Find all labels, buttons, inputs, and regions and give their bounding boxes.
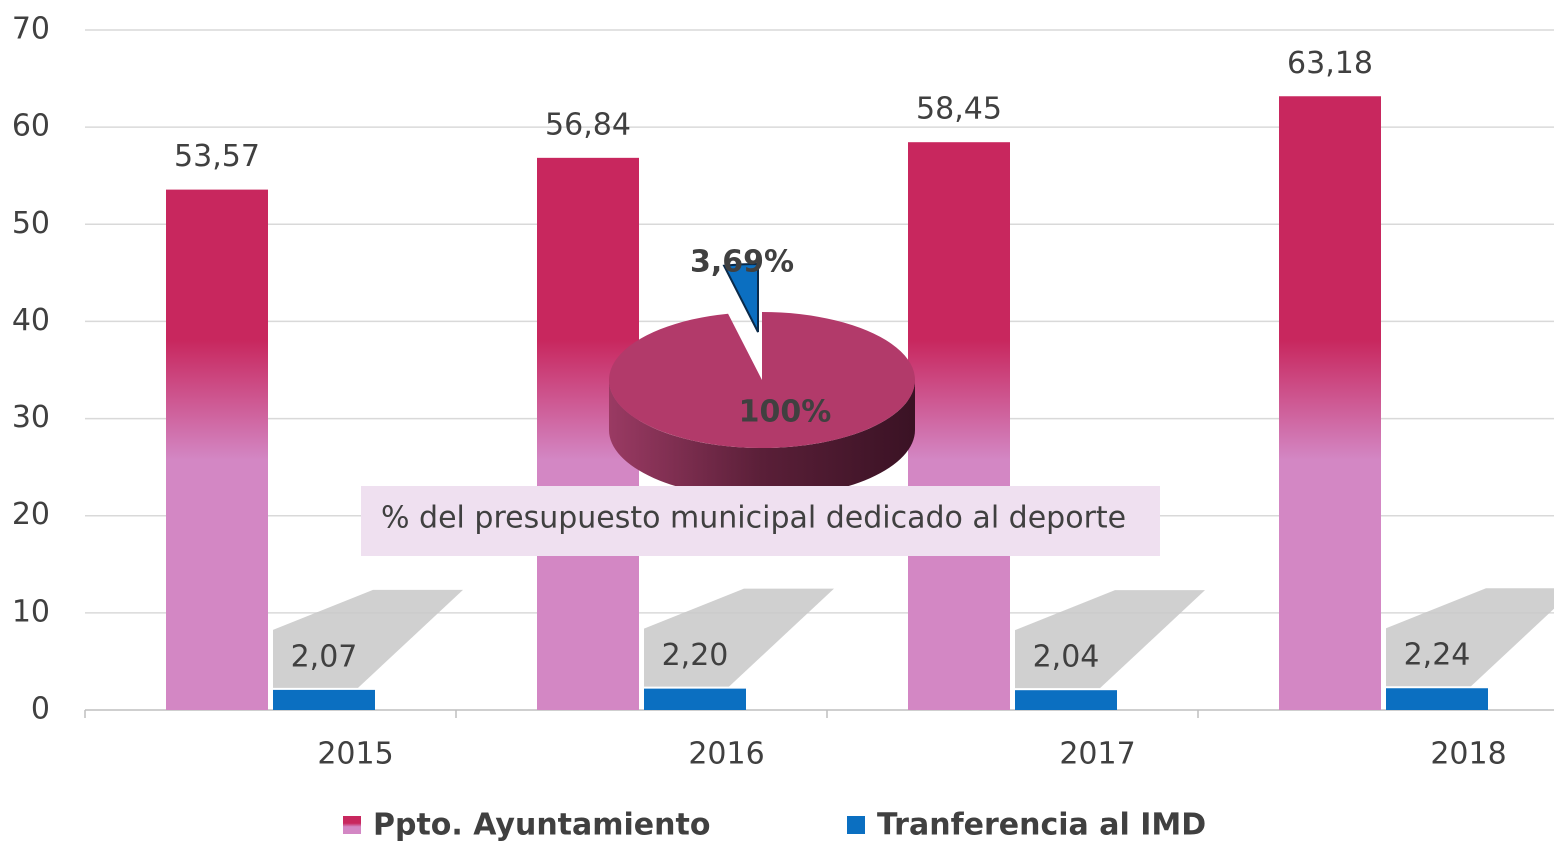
y-tick-label: 0 (31, 692, 50, 727)
legend-label: Tranferencia al IMD (877, 808, 1206, 843)
bar (644, 688, 746, 710)
bar (273, 689, 375, 710)
label-shadow (1386, 588, 1554, 687)
y-tick-label: 70 (12, 12, 50, 47)
y-tick-label: 10 (12, 594, 50, 629)
caption-box (361, 486, 1160, 556)
bar (1386, 688, 1488, 710)
legend-swatch (847, 816, 865, 834)
pie-side (609, 380, 915, 498)
data-label: 53,57 (174, 139, 260, 174)
bar (1279, 96, 1381, 711)
data-label: 2,04 (1033, 640, 1100, 675)
x-tick-label: 2017 (1059, 737, 1135, 772)
label-shadow (1015, 590, 1205, 689)
data-label: 58,45 (916, 92, 1002, 127)
y-tick-label: 50 (12, 206, 50, 241)
pie-slice (609, 312, 916, 449)
label-shadow (273, 589, 463, 688)
x-tick-label: 2018 (1430, 737, 1506, 772)
pie-label: 100% (739, 395, 832, 430)
legend-label: Ppto. Ayuntamiento (373, 808, 710, 843)
bar (908, 142, 1010, 710)
data-label: 2,20 (662, 638, 729, 673)
data-label: 2,24 (1404, 638, 1471, 673)
data-label: 56,84 (545, 107, 631, 142)
pie-slice (722, 262, 759, 333)
x-tick-label: 2016 (688, 737, 764, 772)
data-label: 2,07 (291, 639, 358, 674)
data-label: 63,18 (1287, 46, 1373, 81)
bar (1015, 690, 1117, 710)
y-tick-label: 20 (12, 497, 50, 532)
label-shadow (644, 588, 834, 687)
y-tick-label: 40 (12, 303, 50, 338)
bar (166, 189, 268, 710)
y-tick-label: 60 (12, 109, 50, 144)
legend-swatch (343, 816, 361, 834)
x-tick-label: 2015 (317, 737, 393, 772)
y-tick-label: 30 (12, 400, 50, 435)
pie-caption: % del presupuesto municipal dedicado al … (381, 501, 1126, 536)
pie-label: 3,69% (690, 245, 794, 280)
